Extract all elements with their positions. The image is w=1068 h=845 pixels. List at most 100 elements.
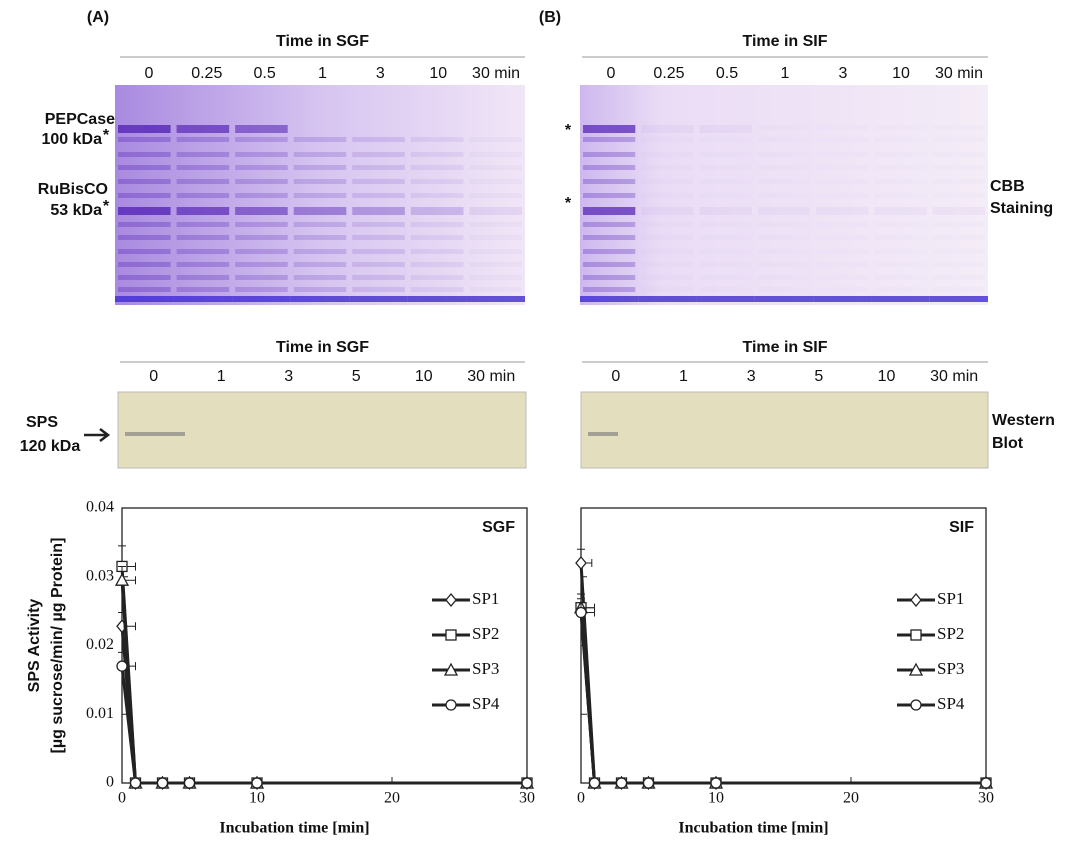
lane-label: 0.5: [254, 65, 276, 82]
lane-label: 30 min: [930, 368, 978, 385]
marker: [251, 777, 263, 789]
gel-band: [816, 165, 868, 170]
gel-band: [235, 179, 288, 184]
gel-band: [816, 249, 868, 254]
gel-band: [933, 222, 985, 227]
gel-band: [235, 152, 288, 157]
x-tick-label: 10: [708, 790, 724, 807]
gel-band: [410, 222, 464, 227]
lane-label: 5: [814, 368, 823, 385]
gel-band: [583, 262, 636, 267]
lane-label: 3: [284, 368, 293, 385]
marker: [156, 777, 169, 789]
gel-band: [816, 179, 868, 184]
gel-band: [641, 275, 693, 280]
gel-band: [352, 193, 405, 198]
star: *: [565, 195, 572, 212]
gel-band: [410, 275, 464, 280]
gel-front: [232, 296, 291, 302]
gel-band: [816, 287, 868, 292]
gel-band: [758, 193, 810, 198]
gel-band: [176, 262, 230, 267]
gel-band: [816, 193, 868, 198]
gel-label: 53 kDa: [50, 202, 102, 219]
gel-band: [816, 262, 868, 267]
lane-label: 5: [352, 368, 361, 385]
gel-band: [874, 165, 926, 170]
gel-band: [933, 125, 985, 130]
legend-label: SP2: [937, 624, 964, 643]
gel-band: [118, 262, 171, 267]
gel-band: [235, 249, 288, 254]
gel-band: [469, 235, 522, 240]
gel-band: [758, 275, 810, 280]
lane-label: 3: [839, 65, 848, 82]
gel-band: [293, 152, 347, 157]
gel-front: [290, 296, 350, 302]
gel-band: [235, 287, 288, 292]
gel-band: [816, 137, 868, 142]
gel-band: [352, 137, 405, 142]
gel-band: [469, 207, 522, 215]
gel-band: [583, 165, 636, 170]
gel-band: [118, 275, 171, 280]
star: *: [103, 127, 110, 144]
legend-label: SP1: [937, 589, 964, 608]
gel-band: [583, 222, 636, 227]
gel-label: RuBisCO: [38, 181, 108, 198]
gel-band: [933, 235, 985, 240]
marker: [575, 555, 587, 571]
x-axis-label: Incubation time [min]: [219, 820, 369, 837]
gel-front: [173, 296, 233, 302]
lane-title: Time in SIF: [742, 33, 827, 50]
gel-band: [758, 137, 810, 142]
lane-label: 1: [679, 368, 688, 385]
y-tick-label: 0.01: [86, 705, 114, 722]
gel-front: [638, 296, 697, 302]
marker: [183, 777, 196, 789]
lane-label: 3: [747, 368, 756, 385]
gel-label: Western: [992, 412, 1055, 429]
gel-band: [469, 249, 522, 254]
x-tick-label: 20: [384, 790, 400, 807]
gel-band: [410, 249, 464, 254]
marker: [615, 777, 628, 789]
gel-band: [874, 249, 926, 254]
gel-band: [933, 193, 985, 198]
series-line: [579, 612, 986, 785]
gel-band: [176, 207, 230, 215]
gel-front: [349, 296, 408, 302]
lane-label: 1: [781, 65, 790, 82]
gel-label: Blot: [992, 435, 1024, 452]
gel-band: [118, 249, 171, 254]
gel-band: [700, 193, 752, 198]
gel-band: [352, 222, 405, 227]
gel-band: [293, 262, 347, 267]
lane-label: 0: [144, 65, 153, 82]
plot-frame: [580, 507, 987, 784]
gel-band: [641, 249, 693, 254]
gel-band: [469, 222, 522, 227]
gel-band: [700, 287, 752, 292]
gel-band: [874, 222, 926, 227]
gel-band: [583, 235, 636, 240]
gel-band: [469, 152, 522, 157]
gel-band: [874, 235, 926, 240]
gel-band: [410, 207, 464, 215]
legend-label: SP3: [472, 659, 499, 678]
gel-band: [758, 287, 810, 292]
star: *: [565, 122, 572, 139]
gel-front: [871, 296, 930, 302]
gel-band: [641, 193, 693, 198]
gel-band: [583, 125, 636, 133]
gel-band: [641, 262, 693, 267]
gel-band: [874, 125, 926, 130]
gel-front: [466, 296, 525, 302]
lane-label: 10: [415, 368, 433, 385]
gel-band: [352, 152, 405, 157]
lane-label: 0: [149, 368, 158, 385]
gel-band: [118, 137, 171, 142]
gel-band: [469, 193, 522, 198]
gel-label: CBB: [990, 178, 1025, 195]
lane-label: 30 min: [472, 65, 520, 82]
